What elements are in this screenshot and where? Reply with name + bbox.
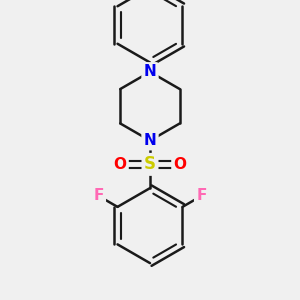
Text: O: O [113, 157, 127, 172]
Text: F: F [196, 188, 207, 203]
Text: N: N [144, 133, 156, 148]
Text: S: S [144, 155, 156, 173]
Text: F: F [93, 188, 104, 203]
Text: N: N [144, 64, 156, 80]
Text: O: O [173, 157, 187, 172]
